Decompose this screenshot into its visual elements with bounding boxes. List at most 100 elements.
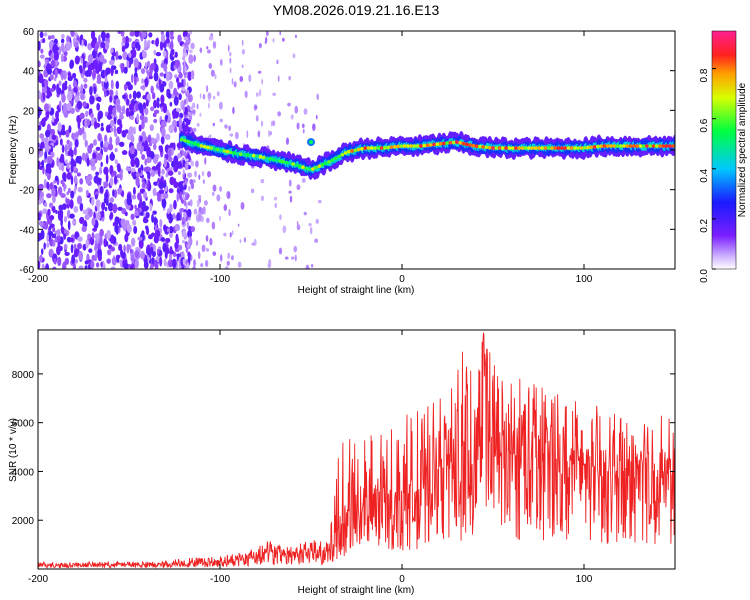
spectrogram-noise-cell (193, 108, 195, 116)
spectrogram-noise-cell (128, 126, 134, 136)
spectrogram-ridge-core (363, 146, 368, 150)
spectrogram-noise-cell (99, 185, 104, 193)
spectrogram-noise-cell (84, 260, 89, 265)
spectrogram-noise-cell (282, 225, 287, 234)
spectrogram-noise-cell (241, 48, 245, 55)
spectrogram-noise-cell (63, 216, 68, 223)
spectrogram-noise-cell (123, 66, 128, 74)
spectrogram-ridge-core (445, 141, 449, 145)
spectrogram-noise-cell (251, 242, 256, 246)
spectrogram-noise-cell (62, 70, 67, 80)
spectrogram-noise-cell (161, 120, 167, 128)
spectrogram-noise-cell (61, 162, 65, 172)
spectrogram-noise-cell (40, 229, 45, 240)
spectrogram-noise-cell (67, 143, 72, 150)
spectrogram-noise-cell (183, 58, 186, 67)
spectrogram-noise-cell (84, 139, 88, 148)
spectrogram-noise-cell (59, 100, 62, 109)
spectrogram-noise-cell (138, 124, 142, 132)
spectrogram-noise-cell (76, 172, 81, 177)
spectrogram-noise-cell (168, 112, 171, 121)
spectrogram-ridge-core (537, 146, 541, 150)
spectrogram-ridge-core (327, 160, 332, 164)
colorbar-tick-label: 0.6 (699, 118, 710, 132)
spectrogram-noise-cell (134, 204, 137, 210)
spectrogram-noise-cell (195, 160, 199, 168)
spectrogram-ridge-core (360, 147, 364, 151)
spectrogram-noise-cell (182, 230, 186, 237)
spectrogram-noise-cell (185, 158, 189, 162)
spectrogram-noise-cell (188, 54, 194, 64)
spectrogram-noise-cell (46, 63, 51, 70)
spectrogram-noise-cell (143, 39, 148, 49)
spectrogram-noise-cell (168, 226, 174, 234)
spectrogram-noise-cell (153, 99, 158, 109)
spectrogram-noise-cell (47, 35, 52, 40)
spectrogram-noise-cell (55, 110, 59, 120)
spectrogram-noise-cell (73, 166, 77, 172)
spectrogram-ridge-core (347, 149, 351, 154)
spectrogram-noise-cell (94, 233, 100, 240)
spectrogram-noise-cell (59, 157, 65, 163)
spectrogram-noise-cell (81, 152, 86, 161)
spectrogram-noise-cell (116, 173, 122, 179)
spectrogram-ridge-core (189, 140, 194, 145)
spectrogram-noise-cell (183, 51, 188, 57)
spectrogram-noise-cell (49, 248, 54, 257)
spectrogram-noise-cell (39, 191, 44, 199)
spectrogram-noise-cell (51, 115, 55, 123)
spectrogram-noise-cell (142, 211, 146, 217)
spectrogram-noise-cell (151, 92, 156, 100)
spectrogram-noise-cell (91, 217, 96, 226)
spectrogram-noise-cell (59, 209, 64, 218)
spectrogram-noise-cell (235, 132, 239, 140)
spectrogram-noise-cell (165, 72, 170, 82)
spectrogram-noise-cell (145, 211, 150, 219)
spectrogram-noise-cell (63, 184, 67, 190)
spectrogram-noise-cell (173, 126, 178, 133)
spectrogram-ridge-core (356, 147, 361, 152)
spectrogram-noise-cell (171, 258, 177, 269)
spectrogram-noise-cell (100, 261, 103, 268)
spectrogram-noise-cell (194, 210, 198, 214)
spectrogram-noise-cell (188, 185, 191, 192)
spectrogram-noise-cell (169, 31, 174, 37)
spectrogram-noise-cell (60, 217, 63, 227)
spectrogram-noise-cell (45, 129, 51, 138)
spectrogram-ridge-core (229, 150, 233, 155)
spectrogram-noise-cell (87, 43, 92, 50)
spectrogram-noise-cell (94, 242, 98, 250)
spectrogram-ridge-core (406, 144, 410, 148)
spectrogram-noise-cell (127, 84, 133, 91)
spectrogram-noise-cell (272, 92, 277, 96)
spectrogram-noise-cell (65, 41, 72, 51)
spectrogram-noise-cell (100, 41, 106, 49)
spectrogram-noise-cell (224, 124, 228, 129)
spectrogram-ridge-core (179, 137, 184, 142)
spectrogram-noise-cell (130, 74, 134, 84)
spectrogram-noise-cell (100, 126, 105, 132)
spectrogram-noise-cell (205, 248, 210, 252)
spectrogram-noise-cell (88, 208, 93, 218)
spectrogram-noise-cell (108, 111, 111, 117)
spectrogram-noise-cell (38, 90, 41, 100)
snr-xtick-label: -100 (210, 574, 230, 585)
spectrogram-noise-cell (303, 211, 307, 216)
spectrogram-noise-cell (149, 203, 153, 212)
spectrogram-noise-cell (181, 87, 186, 91)
spectrogram-noise-cell (243, 237, 247, 243)
spectrogram-noise-cell (178, 171, 181, 176)
spectrogram-noise-cell (272, 120, 276, 127)
spectrogram-noise-cell (184, 200, 187, 207)
spectrogram-noise-cell (65, 129, 70, 138)
spectrogram-noise-cell (182, 195, 185, 200)
spectrogram-noise-cell (212, 184, 217, 192)
spectrogram-noise-cell (97, 254, 102, 262)
spectrogram-noise-cell (113, 124, 117, 135)
spectrogram-noise-cell (130, 237, 136, 247)
spectrogram-xtick-label: -100 (210, 274, 230, 285)
spectrogram-noise-cell (69, 61, 73, 70)
spectrogram-ridge-core (337, 154, 341, 159)
spectrogram-noise-cell (151, 213, 154, 223)
spectrogram-noise-cell (48, 92, 53, 97)
